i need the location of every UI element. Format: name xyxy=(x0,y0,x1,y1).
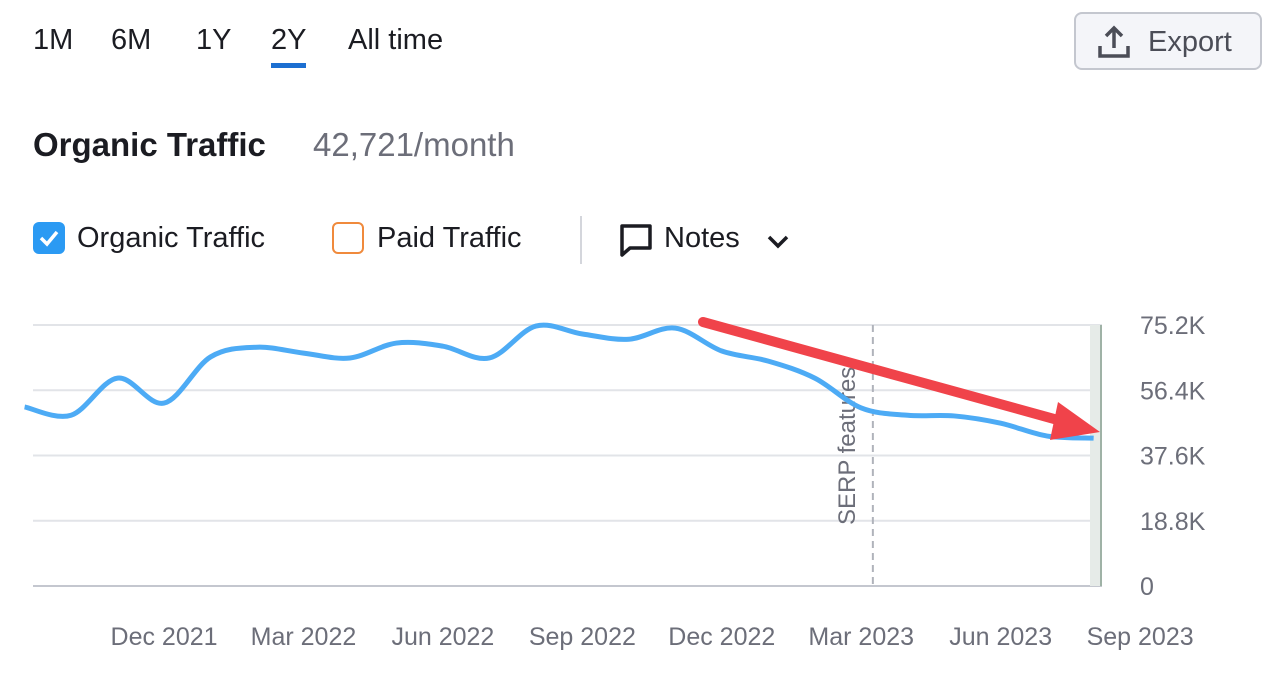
y-tick-label: 18.8K xyxy=(1140,508,1206,536)
traffic-value: 42,721/month xyxy=(313,126,515,163)
x-tick-label: Jun 2023 xyxy=(949,623,1052,651)
legend-label[interactable]: Paid Traffic xyxy=(377,222,522,254)
period-tab[interactable]: 2Y xyxy=(271,24,307,68)
x-tick-label: Dec 2022 xyxy=(668,623,775,651)
checkbox[interactable] xyxy=(332,222,364,254)
x-tick-label: Mar 2022 xyxy=(251,623,357,651)
period-tab[interactable]: 6M xyxy=(111,24,152,56)
trend-arrow xyxy=(698,317,1070,427)
checkbox[interactable] xyxy=(33,222,65,254)
export-label: Export xyxy=(1148,26,1232,58)
y-tick-label: 56.4K xyxy=(1140,377,1206,405)
chevron xyxy=(767,235,789,249)
notes-label[interactable]: Notes xyxy=(664,222,740,254)
y-tick-label: 37.6K xyxy=(1140,443,1206,471)
period-tab[interactable]: All time xyxy=(348,24,444,56)
export-button[interactable]: Export xyxy=(1074,12,1262,70)
x-tick-label: Sep 2022 xyxy=(529,623,636,651)
y-tick-label: 0 xyxy=(1140,573,1154,601)
notes-icon xyxy=(620,224,652,257)
export-icon xyxy=(1098,25,1130,58)
x-tick-label: Jun 2022 xyxy=(391,623,494,651)
traffic-line xyxy=(23,322,1094,441)
x-tick-label: Mar 2023 xyxy=(808,623,914,651)
current-period-band xyxy=(1090,325,1102,586)
title: Organic Traffic xyxy=(33,126,266,163)
y-tick-label: 75.2K xyxy=(1140,312,1206,340)
period-tab[interactable]: 1Y xyxy=(196,24,232,56)
period-tab[interactable]: 1M xyxy=(33,24,74,56)
divider xyxy=(580,216,582,264)
x-tick-label: Dec 2021 xyxy=(111,623,218,651)
legend-label[interactable]: Organic Traffic xyxy=(77,222,266,254)
check xyxy=(39,230,59,247)
annotation-label: SERP features xyxy=(834,367,861,525)
x-tick-label: Sep 2023 xyxy=(1087,623,1194,651)
trend-arrowhead xyxy=(1050,402,1100,440)
